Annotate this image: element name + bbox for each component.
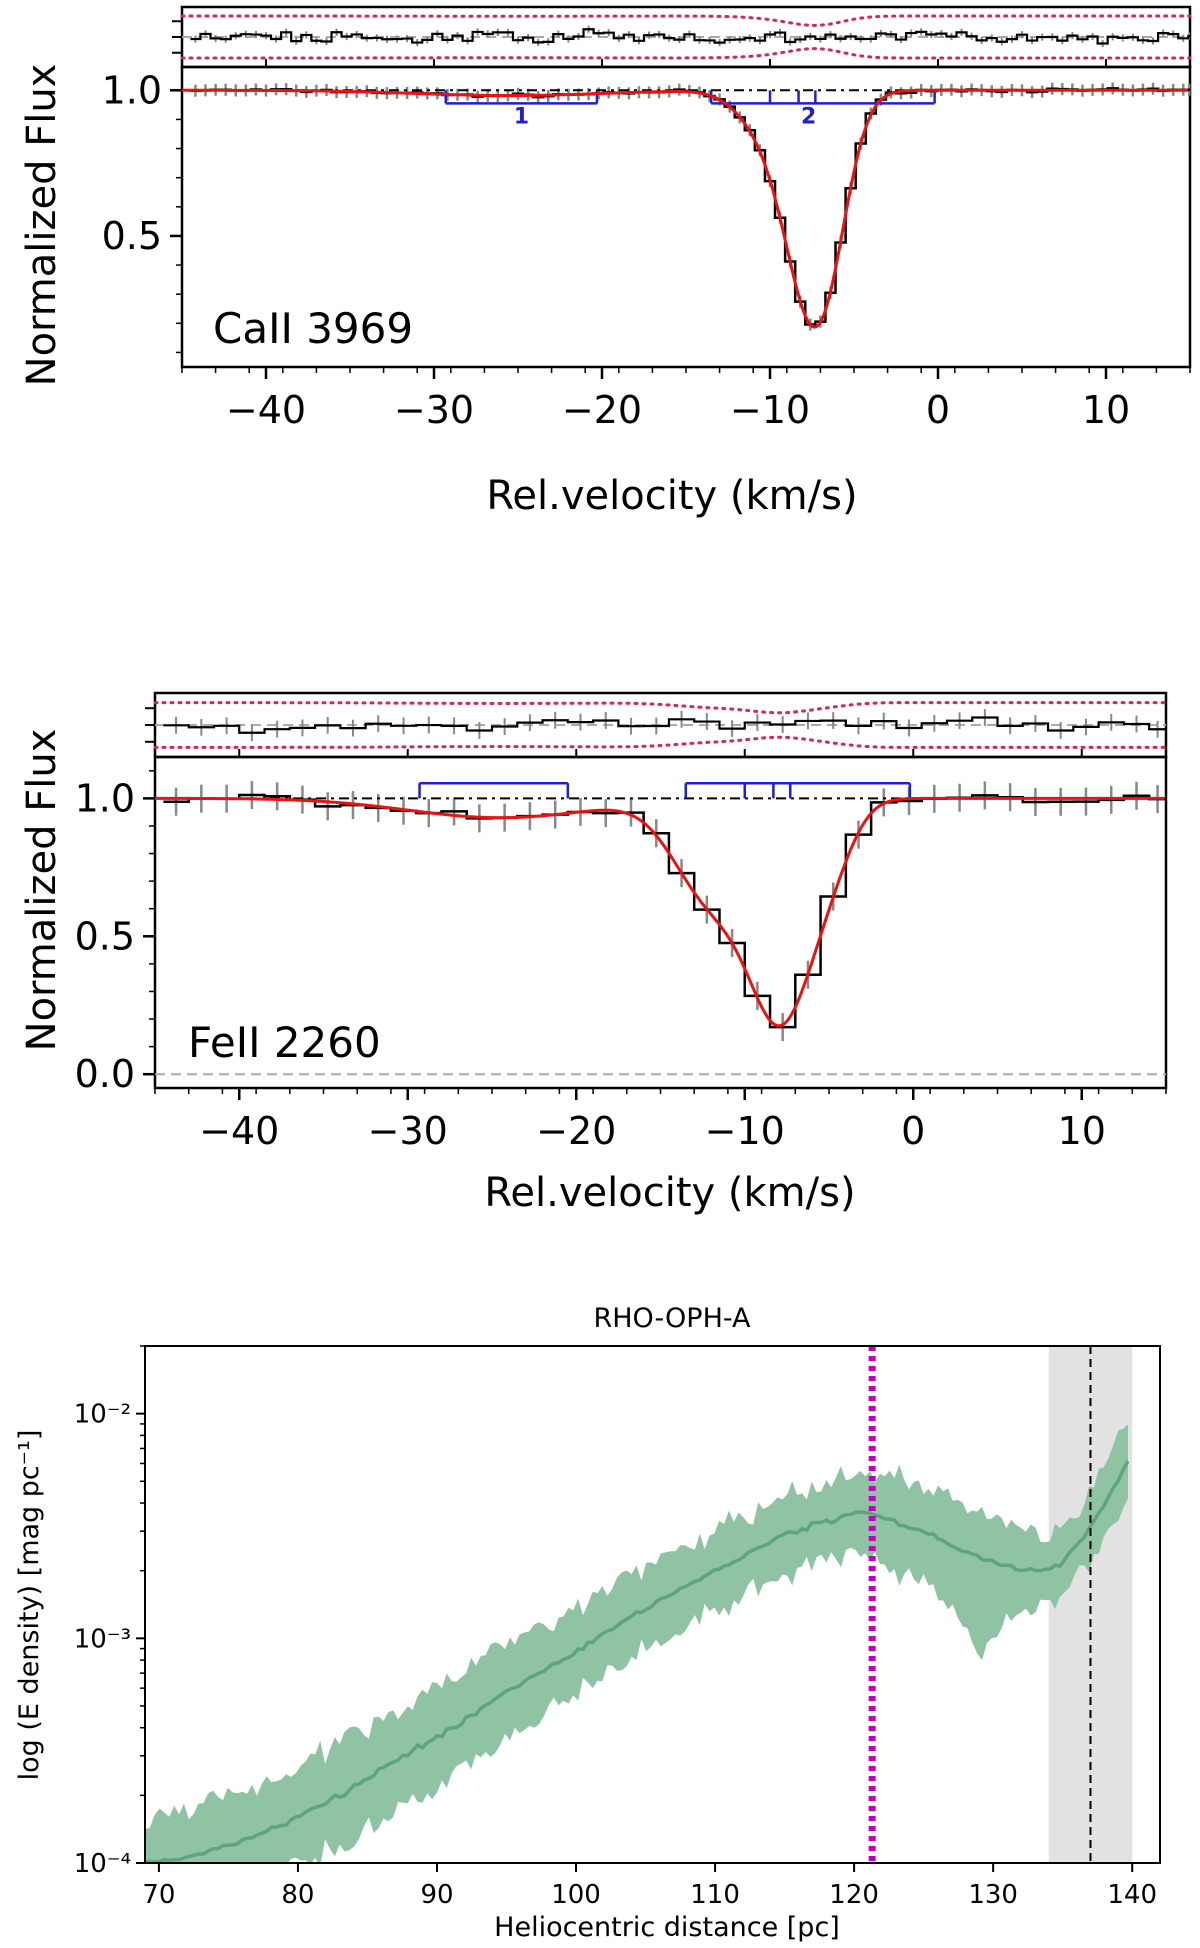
- x-tick-label: −20: [562, 388, 642, 432]
- residual-data: [190, 28, 1190, 45]
- residual-band-upper: [153, 701, 1168, 715]
- y-tick-label: 0.5: [102, 214, 162, 258]
- component-marker-1: [418, 781, 570, 799]
- y-tick-label: 10⁻²: [74, 1400, 131, 1430]
- residual-band-upper: [180, 14, 1192, 27]
- x-tick-label: −10: [730, 388, 810, 432]
- x-tick-label: 10: [1058, 1109, 1106, 1153]
- x-tick-label: −40: [226, 388, 306, 432]
- y-tick-label: 10⁻³: [74, 1624, 131, 1654]
- y-tick-label: 0.5: [75, 914, 135, 958]
- y-axis-label: log (E density) [mag pc⁻¹]: [14, 1430, 45, 1781]
- panel-label: FeII 2260: [188, 1018, 381, 1067]
- marker-label: 2: [801, 104, 816, 129]
- component-marker-2: [684, 781, 912, 799]
- y-tick-label: 0.0: [75, 1052, 135, 1096]
- x-tick-label: 90: [420, 1880, 453, 1910]
- residual-band-lower: [180, 47, 1192, 60]
- chart-title: RHO-OPH-A: [593, 1303, 751, 1334]
- data-spectrum: [190, 87, 1190, 326]
- axes: 70 80 90 100 110 120 130 140 10⁻⁴ 10⁻³ 10⁻²: [74, 1345, 1157, 1910]
- x-tick-label: 10: [1082, 388, 1130, 432]
- marker-label: 1: [514, 104, 529, 129]
- x-axis-label: Heliocentric distance [pc]: [494, 1912, 840, 1943]
- x-tick-label: −30: [368, 1109, 448, 1153]
- component-marker-1: 1: [444, 90, 599, 129]
- residual-data: [163, 716, 1166, 734]
- x-tick-label: −40: [199, 1109, 279, 1153]
- main-plot: [145, 1346, 1133, 1863]
- model-fit: [155, 796, 1165, 1028]
- y-axis-label: Normalized Flux: [19, 729, 65, 1052]
- y-tick-label: 1.0: [75, 776, 135, 820]
- uncertainty-band: [145, 1424, 1128, 1863]
- feii-2260-panel: −40 −30 −20 −10 0 10 0.0 0.5 1.0 FeII 2260 Rel.v…: [19, 691, 1168, 1216]
- x-tick-label: 140: [1107, 1880, 1157, 1910]
- x-tick-label: −30: [394, 388, 474, 432]
- model-fit: [182, 88, 1189, 329]
- panel-label: CaII 3969: [213, 304, 413, 353]
- x-tick-label: 120: [829, 1880, 879, 1910]
- residual-band-lower: [153, 735, 1168, 749]
- median-line: [145, 1460, 1130, 1863]
- axes: −40 −30 −20 −10 0 10 0.5 1.0: [102, 59, 1191, 432]
- axes: −40 −30 −20 −10 0 10 0.0 0.5 1.0: [75, 749, 1167, 1153]
- x-axis-label: Rel.velocity (km/s): [484, 1170, 855, 1216]
- residual-plot: [145, 701, 1168, 749]
- x-tick-label: 80: [281, 1880, 314, 1910]
- component-marker-2: 2: [709, 90, 936, 129]
- x-tick-label: −20: [536, 1109, 616, 1153]
- x-tick-label: 70: [142, 1880, 175, 1910]
- main-frame: [144, 1345, 1161, 1864]
- x-axis-label: Rel.velocity (km/s): [486, 473, 857, 519]
- y-axis-label-text: log (E density) [mag pc⁻¹]: [14, 1430, 45, 1781]
- x-tick-label: 0: [901, 1109, 925, 1153]
- x-tick-label: −10: [705, 1109, 785, 1153]
- data-spectrum: [163, 793, 1166, 1029]
- x-tick-label: 0: [926, 388, 950, 432]
- main-plot: [155, 780, 1166, 1076]
- residual-plot: [172, 14, 1192, 60]
- extinction-density-panel: RHO-OPH-A 70 80 90 100 110 120 130 140 10⁻⁴ 10⁻³ 1…: [14, 1303, 1161, 1943]
- shaded-region: [1048, 1346, 1133, 1863]
- x-tick-label: 100: [551, 1880, 601, 1910]
- x-tick-label: 110: [690, 1880, 740, 1910]
- y-tick-label: 1.0: [102, 68, 162, 112]
- y-tick-label: 10⁻⁴: [74, 1849, 131, 1879]
- x-tick-label: 130: [968, 1880, 1018, 1910]
- y-axis-label: Normalized Flux: [19, 64, 65, 387]
